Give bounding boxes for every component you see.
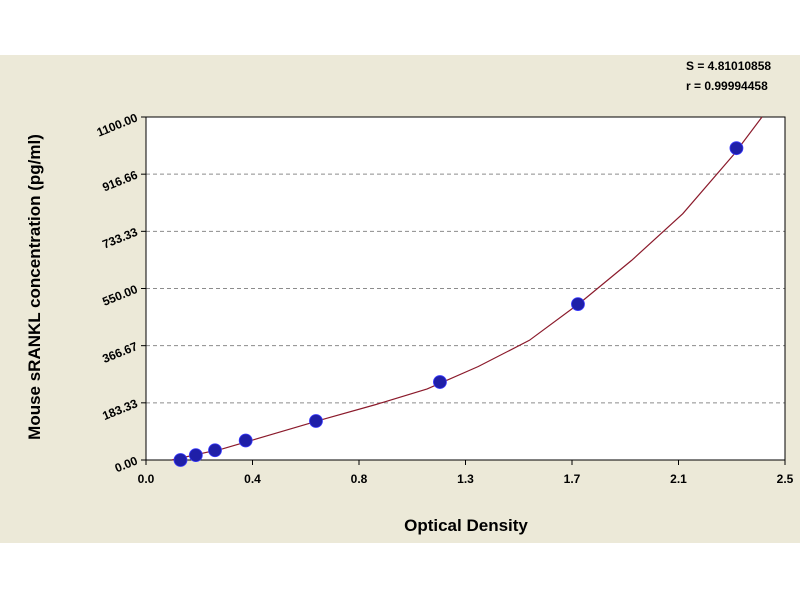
x-tick-label: 2.1	[670, 472, 687, 486]
plot-border	[145, 116, 786, 461]
data-points	[173, 141, 744, 467]
plot-area	[146, 117, 785, 460]
data-point	[433, 375, 447, 389]
x-tick-label: 2.5	[777, 472, 794, 486]
chart-panel: 0.00 183.33 366.67 550.00 733.33 916.66 1100.0…	[0, 55, 800, 543]
data-point	[208, 443, 222, 458]
y-tick-label: 366.67	[100, 339, 140, 366]
fitted-curve	[171, 116, 763, 461]
x-tick-label: 0.4	[244, 472, 261, 486]
y-tick-label: 916.66	[100, 168, 140, 195]
stat-r: r = 0.99994458	[686, 79, 768, 93]
x-tick-labels: 0.0 0.4 0.8 1.3 1.7 2.1 2.5	[138, 472, 794, 486]
data-point	[309, 414, 323, 428]
y-tick-labels: 0.00 183.33 366.67 550.00 733.33 916.66 1100.0…	[95, 110, 140, 475]
y-tick-label: 550.00	[100, 282, 140, 309]
y-tick-label: 0.00	[113, 453, 140, 475]
chart: 0.00 183.33 366.67 550.00 733.33 916.66 1100.0…	[25, 59, 794, 535]
y-tick-label: 183.33	[100, 396, 140, 423]
x-tick-label: 1.7	[564, 472, 581, 486]
x-tick-label: 0.8	[351, 472, 368, 486]
stat-s: S = 4.81010858	[686, 59, 771, 73]
y-axis-title: Mouse sRANKL concentration (pg/ml)	[25, 134, 44, 440]
y-tick-label: 733.33	[100, 225, 140, 252]
x-axis-title: Optical Density	[404, 516, 528, 535]
data-point	[571, 297, 585, 311]
data-point	[188, 448, 203, 463]
data-point	[729, 141, 744, 156]
data-point	[173, 453, 188, 467]
data-point	[238, 433, 253, 448]
x-tick-label: 0.0	[138, 472, 155, 486]
x-tick-label: 1.3	[457, 472, 474, 486]
y-tick-label: 1100.00	[95, 110, 140, 139]
axes	[141, 116, 786, 465]
